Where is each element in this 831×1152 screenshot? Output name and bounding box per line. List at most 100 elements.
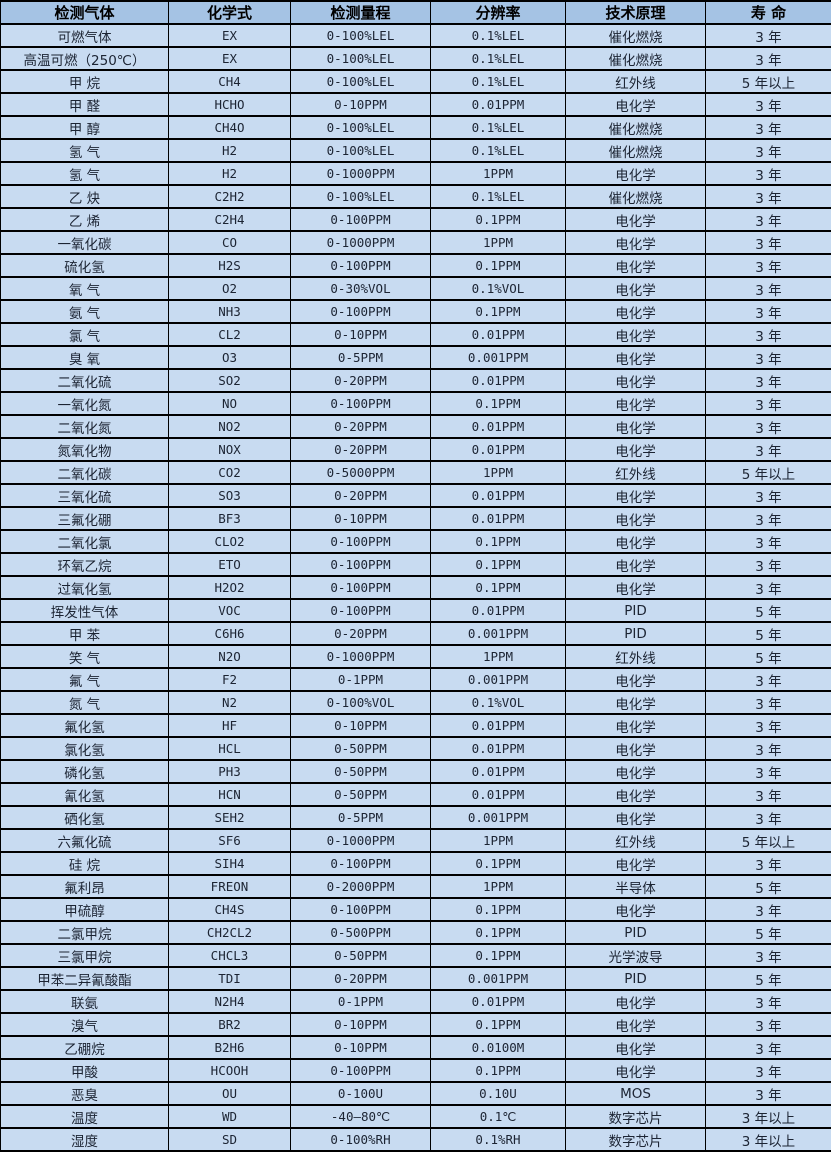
cell-gas: 二氧化氮 [1, 415, 169, 438]
cell-lifespan: 3 年 [706, 24, 831, 47]
cell-resolution: 0.0100M [431, 1036, 566, 1059]
cell-principle: 电化学 [566, 760, 706, 783]
cell-gas: 乙硼烷 [1, 1036, 169, 1059]
cell-formula: OU [169, 1082, 291, 1105]
cell-formula: NOX [169, 438, 291, 461]
cell-formula: FREON [169, 875, 291, 898]
cell-resolution: 0.01PPM [431, 737, 566, 760]
cell-principle: 催化燃烧 [566, 116, 706, 139]
cell-lifespan: 3 年 [706, 369, 831, 392]
cell-gas: 氟 气 [1, 668, 169, 691]
cell-formula: H2S [169, 254, 291, 277]
cell-gas: 硅 烷 [1, 852, 169, 875]
cell-gas: 三氧化硫 [1, 484, 169, 507]
cell-resolution: 0.01PPM [431, 438, 566, 461]
cell-resolution: 0.01PPM [431, 507, 566, 530]
cell-principle: 电化学 [566, 691, 706, 714]
column-header-gas: 检测气体 [1, 1, 169, 24]
cell-lifespan: 3 年 [706, 852, 831, 875]
cell-principle: PID [566, 622, 706, 645]
cell-gas: 湿度 [1, 1128, 169, 1151]
cell-principle: 数字芯片 [566, 1105, 706, 1128]
cell-formula: CH4O [169, 116, 291, 139]
cell-formula: CH4S [169, 898, 291, 921]
cell-lifespan: 3 年 [706, 47, 831, 70]
table-header: 检测气体化学式检测量程分辨率技术原理寿 命 [1, 1, 831, 24]
cell-principle: 催化燃烧 [566, 139, 706, 162]
cell-lifespan: 3 年 [706, 1082, 831, 1105]
cell-range: 0-30%VOL [291, 277, 431, 300]
cell-principle: 电化学 [566, 1036, 706, 1059]
cell-resolution: 0.1PPM [431, 208, 566, 231]
cell-gas: 恶臭 [1, 1082, 169, 1105]
cell-gas: 温度 [1, 1105, 169, 1128]
cell-principle: 电化学 [566, 1059, 706, 1082]
cell-range: 0-100PPM [291, 1059, 431, 1082]
cell-gas: 可燃气体 [1, 24, 169, 47]
cell-gas: 硫化氢 [1, 254, 169, 277]
cell-gas: 甲酸 [1, 1059, 169, 1082]
cell-resolution: 0.1PPM [431, 1059, 566, 1082]
cell-principle: PID [566, 967, 706, 990]
cell-lifespan: 3 年 [706, 484, 831, 507]
cell-range: 0-100%RH [291, 1128, 431, 1151]
cell-principle: 电化学 [566, 208, 706, 231]
cell-gas: 挥发性气体 [1, 599, 169, 622]
cell-lifespan: 3 年 [706, 760, 831, 783]
cell-range: 0-20PPM [291, 415, 431, 438]
cell-resolution: 0.001PPM [431, 967, 566, 990]
cell-range: 0-50PPM [291, 760, 431, 783]
cell-lifespan: 3 年 [706, 553, 831, 576]
cell-range: 0-100%LEL [291, 70, 431, 93]
cell-resolution: 0.1PPM [431, 392, 566, 415]
cell-resolution: 0.1%VOL [431, 277, 566, 300]
cell-formula: H2O2 [169, 576, 291, 599]
cell-formula: HCN [169, 783, 291, 806]
cell-gas: 溴气 [1, 1013, 169, 1036]
cell-lifespan: 3 年 [706, 254, 831, 277]
cell-lifespan: 5 年 [706, 599, 831, 622]
column-header-formula: 化学式 [169, 1, 291, 24]
cell-gas: 甲硫醇 [1, 898, 169, 921]
cell-resolution: 0.1℃ [431, 1105, 566, 1128]
cell-resolution: 0.1%LEL [431, 47, 566, 70]
cell-lifespan: 3 年 [706, 139, 831, 162]
cell-formula: BR2 [169, 1013, 291, 1036]
cell-principle: 电化学 [566, 415, 706, 438]
cell-range: 0-500PPM [291, 921, 431, 944]
cell-lifespan: 3 年以上 [706, 1128, 831, 1151]
cell-range: 0-1000PPM [291, 162, 431, 185]
column-header-range: 检测量程 [291, 1, 431, 24]
cell-principle: 电化学 [566, 714, 706, 737]
cell-resolution: 0.1%VOL [431, 691, 566, 714]
cell-formula: TDI [169, 967, 291, 990]
cell-gas: 环氧乙烷 [1, 553, 169, 576]
cell-resolution: 0.1PPM [431, 530, 566, 553]
cell-lifespan: 3 年 [706, 300, 831, 323]
cell-range: 0-100PPM [291, 254, 431, 277]
cell-formula: NO2 [169, 415, 291, 438]
cell-principle: 电化学 [566, 93, 706, 116]
cell-resolution: 0.001PPM [431, 668, 566, 691]
cell-lifespan: 3 年 [706, 507, 831, 530]
cell-gas: 氟利昂 [1, 875, 169, 898]
cell-gas: 一氧化碳 [1, 231, 169, 254]
cell-range: 0-100U [291, 1082, 431, 1105]
cell-lifespan: 3 年 [706, 415, 831, 438]
cell-gas: 甲苯二异氰酸酯 [1, 967, 169, 990]
cell-formula: VOC [169, 599, 291, 622]
cell-principle: 红外线 [566, 70, 706, 93]
cell-range: 0-10PPM [291, 323, 431, 346]
cell-formula: SIH4 [169, 852, 291, 875]
cell-lifespan: 3 年 [706, 277, 831, 300]
cell-principle: 电化学 [566, 806, 706, 829]
